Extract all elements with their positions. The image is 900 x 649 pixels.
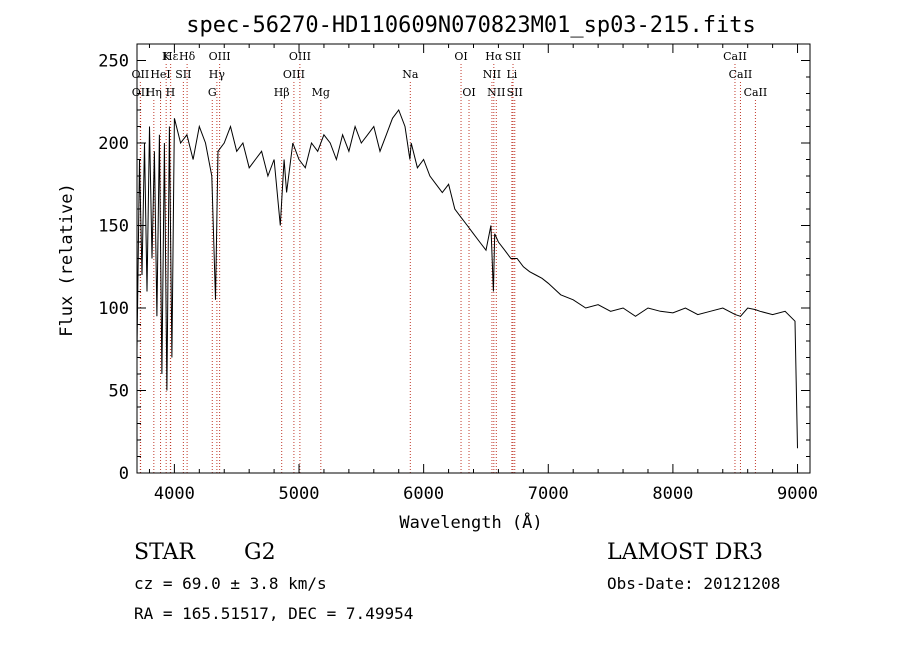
- line-marker-label: OI: [454, 50, 467, 63]
- line-marker-label: Mg: [312, 86, 330, 99]
- line-marker-label: K: [162, 50, 171, 63]
- line-marker-label: Hε: [163, 50, 179, 63]
- obs-date-text: Obs-Date: 20121208: [607, 574, 781, 593]
- y-tick-label: 200: [98, 134, 129, 154]
- line-marker-label: G: [208, 86, 217, 99]
- y-tick-label: 50: [109, 382, 129, 402]
- line-marker-label: CaII: [744, 86, 768, 99]
- line-marker-label: NII: [487, 86, 505, 99]
- x-tick-label: 5000: [279, 484, 320, 504]
- line-marker-label: Hα: [485, 50, 503, 63]
- line-marker-label: Hη: [146, 86, 162, 99]
- line-marker-label: Hβ: [274, 86, 290, 99]
- y-axis-label: Flux (relative): [57, 183, 77, 337]
- line-marker-label: CaII: [723, 50, 747, 63]
- redshift-text: cz = 69.0 ± 3.8 km/s: [134, 574, 327, 593]
- line-marker-label: OIII: [289, 50, 311, 63]
- line-marker-label: OII: [132, 68, 150, 81]
- y-tick-label: 0: [119, 464, 129, 484]
- object-subclass: G2: [244, 540, 276, 565]
- line-marker-label: H: [166, 86, 176, 99]
- y-tick-label: 100: [98, 299, 129, 319]
- chart-title: spec-56270-HD110609N070823M01_sp03-215.f…: [186, 13, 756, 38]
- survey-name: LAMOST DR3: [607, 540, 763, 565]
- spectrum-line: [136, 108, 798, 449]
- line-marker-label: HeI: [150, 68, 170, 81]
- y-tick-label: 250: [98, 52, 129, 72]
- line-marker-label: OI: [462, 86, 475, 99]
- line-marker-label: OIII: [209, 50, 231, 63]
- line-marker-label: OII: [132, 86, 150, 99]
- coordinates-text: RA = 165.51517, DEC = 7.49954: [134, 604, 414, 623]
- line-marker-label: NII: [483, 68, 501, 81]
- x-tick-label: 8000: [652, 484, 693, 504]
- line-marker-label: Hδ: [179, 50, 196, 63]
- y-tick-label: 150: [98, 217, 129, 237]
- line-marker-label: SII: [175, 68, 191, 81]
- axis-ticks: 4000 5000 6000 7000 8000 9000 0 50 100 150 200 250: [98, 44, 818, 504]
- line-marker-label: SII: [505, 50, 521, 63]
- line-marker-label: CaII: [729, 68, 753, 81]
- line-marker-label: SII: [507, 86, 523, 99]
- x-tick-label: 4000: [154, 484, 195, 504]
- line-marker-label: OIII: [283, 68, 305, 81]
- x-axis-label: Wavelength (Å): [399, 511, 542, 533]
- line-marker-label: Li: [506, 68, 517, 81]
- x-tick-label: 9000: [777, 484, 818, 504]
- spectrum-chart: spec-56270-HD110609N070823M01_sp03-215.f…: [57, 13, 818, 533]
- line-marker-label: Hγ: [209, 68, 226, 81]
- plot-frame: [136, 43, 811, 474]
- x-tick-label: 7000: [528, 484, 569, 504]
- line-marker-label: Na: [402, 68, 419, 81]
- object-class: STAR: [134, 540, 195, 565]
- x-tick-label: 6000: [403, 484, 444, 504]
